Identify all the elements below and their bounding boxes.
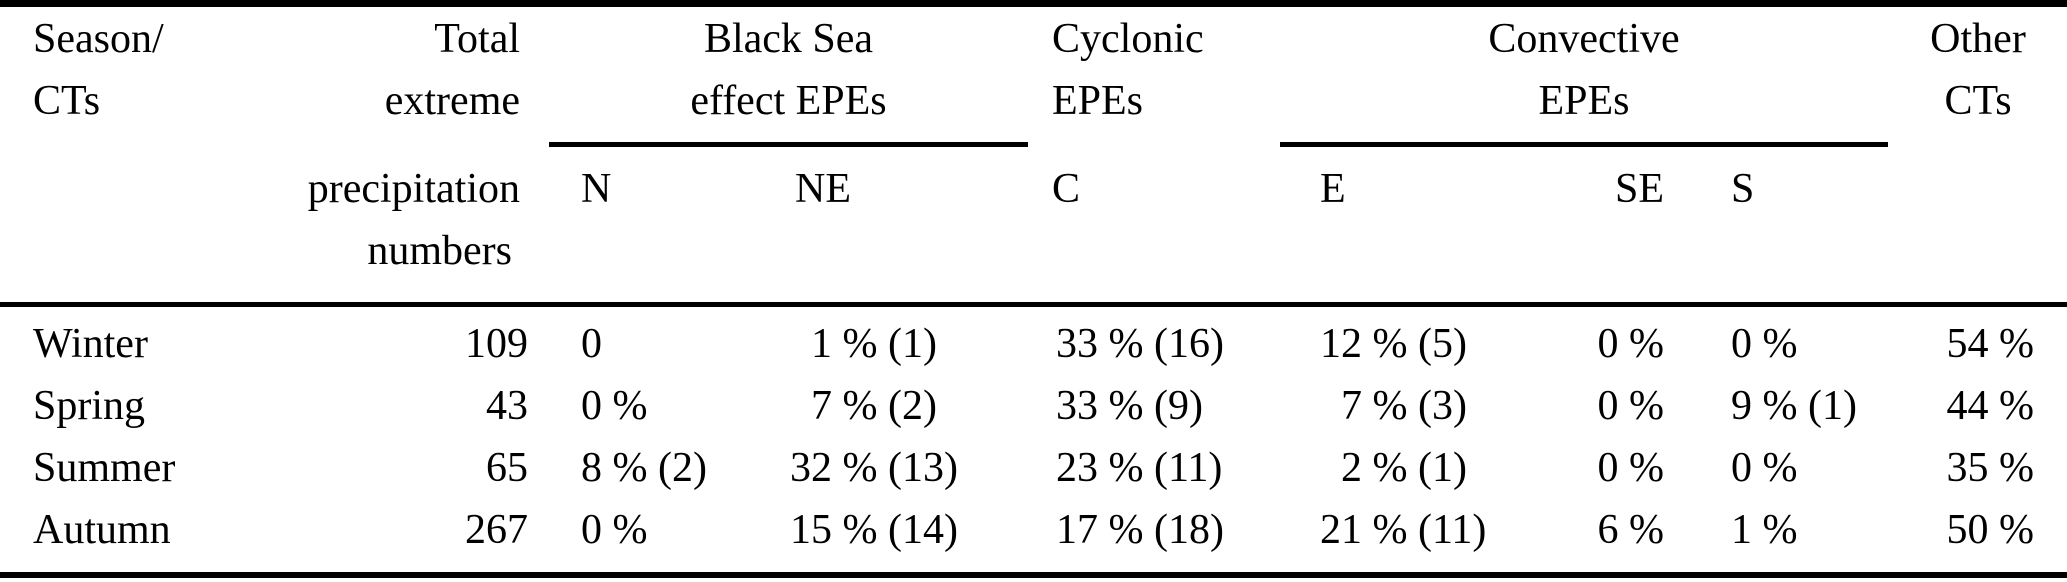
table-row-summer: Summer 65 8 % (2) 32 % (13) 23 % (11) 2 … (33, 437, 2034, 499)
total-cell: 109 (465, 321, 528, 367)
subheader-n: N (581, 166, 612, 212)
n-cell: 8 % (2) (581, 445, 707, 491)
se-cell: 0 % (1597, 445, 1665, 491)
total-cell: 43 (486, 383, 528, 429)
column-header-season-cts: Season/ CTs (33, 8, 164, 132)
other-cell: 54 % (1946, 321, 2035, 367)
column-header-other-cts: Other CTs (1922, 8, 2034, 132)
subheader-ne: NE (795, 166, 851, 212)
header-body-separator-rule (0, 302, 2067, 307)
subheader-s: S (1731, 166, 1755, 212)
other-cell: 35 % (1946, 445, 2035, 491)
header-line: Season/ (33, 16, 164, 62)
s-cell: 9 % (1) (1731, 383, 1857, 429)
header-line: Black Sea (703, 16, 874, 62)
column-header-numbers: numbers (367, 228, 512, 274)
table-bottom-rule (0, 572, 2067, 578)
e-cell: 7 % (3) (1320, 383, 1467, 429)
column-group-cyclonic-epes: Cyclonic EPEs (1052, 8, 1204, 132)
subheader-c: C (1052, 166, 1081, 212)
column-header-precipitation: precipitation (307, 166, 520, 212)
subheader-se: SE (1614, 166, 1664, 212)
header-line: extreme (384, 78, 520, 124)
other-cell: 50 % (1946, 507, 2035, 553)
header-line: Cyclonic (1052, 16, 1204, 62)
header-line: EPEs (1538, 78, 1630, 124)
s-cell: 0 % (1731, 445, 1798, 491)
c-cell: 17 % (18) (1056, 507, 1224, 553)
season-cell: Spring (33, 383, 146, 429)
table-row-spring: Spring 43 0 % 7 % (2) 33 % (9) 7 % (3) 0… (33, 375, 2034, 437)
ne-cell: 1 % (1) (790, 321, 937, 367)
se-cell: 0 % (1597, 383, 1665, 429)
e-cell: 21 % (11) (1320, 507, 1487, 553)
e-cell: 2 % (1) (1320, 445, 1467, 491)
header-line: EPEs (1052, 78, 1144, 124)
ne-cell: 15 % (14) (790, 507, 958, 553)
column-group-convective-epes: Convective EPEs (1280, 8, 1888, 147)
table-body: Winter 109 0 1 % (1) 33 % (16) 12 % (5) … (33, 313, 2034, 561)
table-row-autumn: Autumn 267 0 % 15 % (14) 17 % (18) 21 % … (33, 499, 2034, 561)
s-cell: 1 % (1731, 507, 1798, 553)
total-cell: 267 (465, 507, 528, 553)
column-header-total-extreme: Total extreme (268, 8, 520, 132)
subheader-e: E (1320, 166, 1346, 212)
header-line: Total (434, 16, 520, 62)
c-cell: 33 % (9) (1056, 383, 1203, 429)
other-cell: 44 % (1946, 383, 2035, 429)
ne-cell: 32 % (13) (790, 445, 958, 491)
column-group-black-sea-effect-epes: Black Sea effect EPEs (549, 8, 1028, 147)
c-cell: 23 % (11) (1056, 445, 1223, 491)
n-cell: 0 % (581, 507, 648, 553)
season-cell: Summer (33, 445, 176, 491)
season-cell: Winter (33, 321, 148, 367)
header-line: effect EPEs (690, 78, 887, 124)
table-top-rule (0, 0, 2067, 7)
header-line: Other (1930, 16, 2026, 62)
n-cell: 0 (581, 321, 602, 367)
ne-cell: 7 % (2) (790, 383, 937, 429)
se-cell: 0 % (1597, 321, 1665, 367)
e-cell: 12 % (5) (1320, 321, 1467, 367)
total-cell: 65 (486, 445, 528, 491)
se-cell: 6 % (1597, 507, 1665, 553)
header-line: Convective (1488, 16, 1680, 62)
table-row-winter: Winter 109 0 1 % (1) 33 % (16) 12 % (5) … (33, 313, 2034, 375)
header-line: CTs (33, 78, 101, 124)
n-cell: 0 % (581, 383, 648, 429)
s-cell: 0 % (1731, 321, 1798, 367)
header-line: CTs (1944, 78, 2012, 124)
season-cell: Autumn (33, 507, 171, 553)
c-cell: 33 % (16) (1056, 321, 1224, 367)
